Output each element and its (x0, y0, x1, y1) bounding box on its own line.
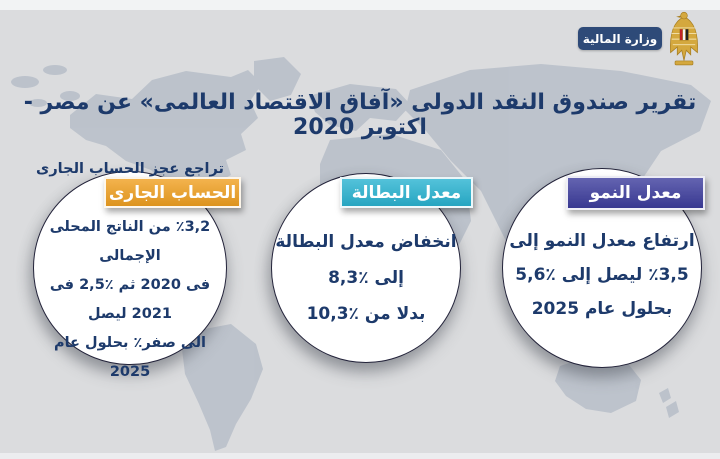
ministry-of-finance-badge: وزارة المالية (578, 27, 662, 50)
top-strip (0, 0, 720, 10)
stat-label-growth: معدل النمو (566, 176, 705, 210)
stat-label-text: معدل النمو (589, 183, 682, 203)
page-title: تقرير صندوق النقد الدولى «آفاق الاقتصاد … (23, 90, 697, 140)
stat-text-unemployment: انخفاض معدل البطالة إلى ٪8,3 بدلا من ٪10… (275, 204, 456, 332)
bottom-strip (0, 453, 720, 459)
stat-line: انخفاض معدل البطالة (275, 232, 457, 252)
stat-line: ارتفاع معدل النمو إلى (509, 231, 695, 251)
stat-line: بحلول عام 2025 (531, 299, 673, 319)
stat-text-growth: ارتفاع معدل النمو إلى ٪3,5 ليصل إلى ٪5,6… (509, 210, 694, 326)
stat-label-text: الحساب الجارى (108, 182, 237, 203)
stat-line: بدلا من ٪10,3 (306, 304, 426, 324)
egypt-eagle-emblem-icon (663, 10, 705, 66)
stat-line: إلى ٪8,3 (328, 268, 404, 288)
stat-label-current-account: الحساب الجارى (104, 177, 241, 208)
stat-line: ٪3,2 من الناتج المحلى الإجمالى (49, 219, 211, 264)
ministry-badge-label: وزارة المالية (582, 31, 658, 46)
stat-label-text: معدل البطالة (351, 182, 462, 203)
stat-line: فى 2020 ثم ٪2,5 فى 2021 ليصل (49, 277, 211, 322)
stat-line: الى صفر٪ بحلول عام 2025 (53, 335, 206, 380)
stat-label-unemployment: معدل البطالة (340, 177, 473, 208)
stat-line: ٪3,5 ليصل إلى ٪5,6 (515, 265, 689, 285)
